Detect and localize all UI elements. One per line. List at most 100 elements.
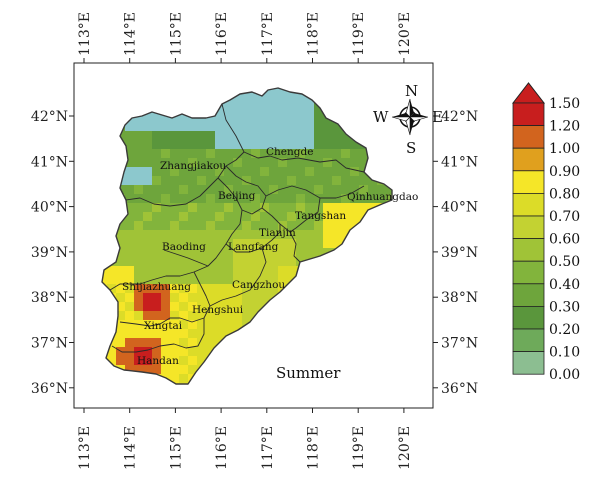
heat-cell	[188, 284, 197, 293]
heat-cell	[179, 239, 188, 248]
heat-cell	[296, 122, 305, 131]
heat-cell	[269, 167, 278, 176]
heat-cell	[233, 149, 242, 158]
heat-cell	[197, 176, 206, 185]
heat-cell	[161, 302, 170, 311]
heat-cell	[161, 266, 170, 275]
heat-cell	[125, 284, 134, 293]
heat-cell	[134, 167, 143, 176]
heat-cell	[341, 158, 350, 167]
heat-cell	[179, 320, 188, 329]
heat-cell	[116, 266, 125, 275]
heat-cell	[224, 203, 233, 212]
heat-cell	[143, 320, 152, 329]
heat-cell	[233, 104, 242, 113]
heat-cell	[341, 221, 350, 230]
heat-cell	[116, 329, 125, 338]
heat-cell	[206, 176, 215, 185]
heat-cell	[197, 338, 206, 347]
heat-cell	[215, 194, 224, 203]
colorbar-label: 0.80	[549, 186, 580, 202]
heat-cell	[152, 176, 161, 185]
heat-cell	[107, 275, 116, 284]
heat-cell	[197, 356, 206, 365]
city-label-beijing: Beijing	[218, 190, 256, 202]
heat-cell	[215, 122, 224, 131]
heat-cell	[269, 122, 278, 131]
heat-cell	[125, 356, 134, 365]
heat-cell	[314, 221, 323, 230]
heat-cell	[188, 275, 197, 284]
heat-cell	[287, 176, 296, 185]
heat-cell	[197, 347, 206, 356]
heat-cell	[224, 131, 233, 140]
city-label-qinhuangdao: Qinhuangdao	[347, 191, 418, 203]
lon-label-top: 114°E	[123, 12, 139, 56]
lat-label-right: 36°N	[441, 381, 478, 397]
heat-cell	[170, 374, 179, 383]
heat-cell	[233, 122, 242, 131]
city-label-zhangjiakou: Zhangjiakou	[160, 160, 226, 172]
heat-cell	[242, 221, 251, 230]
lon-label-top: 120°E	[397, 12, 413, 56]
heat-cell	[242, 293, 251, 302]
heat-cell	[296, 230, 305, 239]
heat-cell	[287, 257, 296, 266]
heat-cell	[197, 149, 206, 158]
heat-cell	[143, 338, 152, 347]
lon-label-top: 119°E	[351, 12, 367, 56]
heat-cell	[323, 122, 332, 131]
heat-cell	[107, 284, 116, 293]
heat-cell	[278, 167, 287, 176]
heat-cell	[206, 122, 215, 131]
heat-cell	[188, 221, 197, 230]
lat-label-left: 40°N	[31, 200, 68, 216]
heat-cell	[179, 374, 188, 383]
heat-cell	[359, 149, 368, 158]
heat-cell	[296, 176, 305, 185]
heat-cell	[323, 140, 332, 149]
heat-cell	[188, 167, 197, 176]
heat-cell	[206, 347, 215, 356]
heat-cell	[107, 356, 116, 365]
heat-cell	[125, 122, 134, 131]
heat-cell	[152, 149, 161, 158]
heat-cell	[206, 293, 215, 302]
heat-cell	[377, 185, 386, 194]
heat-cell	[161, 203, 170, 212]
heat-cell	[125, 167, 134, 176]
heat-cell	[215, 311, 224, 320]
heat-cell	[323, 158, 332, 167]
heat-cell	[296, 203, 305, 212]
colorbar-swatch	[512, 351, 545, 375]
heat-cell	[260, 185, 269, 194]
heat-cell	[197, 122, 206, 131]
heat-cell	[296, 149, 305, 158]
heat-cell	[224, 293, 233, 302]
heat-cell	[125, 338, 134, 347]
heat-cell	[179, 203, 188, 212]
heat-cell	[125, 203, 134, 212]
heat-cell	[197, 320, 206, 329]
heat-cell	[251, 158, 260, 167]
heat-cell	[296, 212, 305, 221]
heat-cell	[314, 113, 323, 122]
heat-cell	[143, 194, 152, 203]
lat-label-right: 40°N	[441, 200, 478, 216]
heat-cell	[170, 194, 179, 203]
heat-cell	[143, 302, 152, 311]
heat-cell	[161, 284, 170, 293]
heat-cell	[260, 239, 269, 248]
heat-cell	[161, 212, 170, 221]
heat-cell	[143, 248, 152, 257]
heat-cell	[116, 293, 125, 302]
heat-cell	[197, 212, 206, 221]
heat-cell	[233, 140, 242, 149]
heat-cell	[287, 158, 296, 167]
heat-cell	[296, 104, 305, 113]
heat-cell	[143, 113, 152, 122]
heat-cell	[170, 176, 179, 185]
heat-cell	[197, 248, 206, 257]
heat-cell	[242, 284, 251, 293]
heat-cell	[242, 122, 251, 131]
